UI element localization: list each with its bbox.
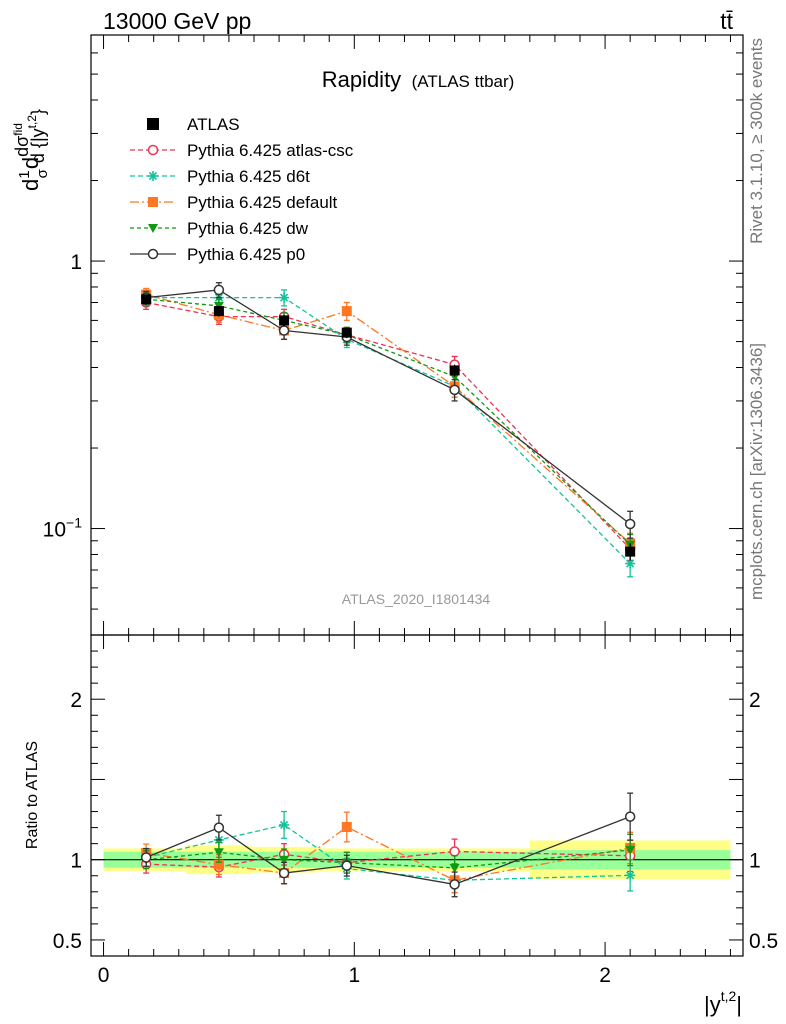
legend-item: Pythia 6.425 p0 xyxy=(130,245,305,264)
ratio-ytick-label: 2 xyxy=(70,689,82,712)
ratio-point xyxy=(449,863,460,873)
ratio-line xyxy=(146,824,631,881)
ratio-point xyxy=(213,848,224,858)
ratio-point xyxy=(213,822,225,833)
ratio-series-pythia-6-425-p0 xyxy=(140,792,636,898)
legend-label: ATLAS xyxy=(187,115,240,134)
data-point xyxy=(278,325,290,336)
mcplots-label: mcplots.cern.ch [arXiv:1306.3436] xyxy=(747,343,766,600)
ratio-point xyxy=(279,855,290,865)
main-series xyxy=(140,282,636,578)
main-panel: 1 10−1 xyxy=(43,34,744,636)
header-left: 13000 GeV pp xyxy=(103,8,251,34)
ratio-series xyxy=(140,792,636,898)
series-pythia-6-425-default xyxy=(141,287,636,556)
legend-marker xyxy=(148,197,158,207)
series-line xyxy=(146,301,631,550)
chart-title: Rapidity (ATLAS ttbar) xyxy=(322,67,515,92)
legend: ATLAS Pythia 6.425 atlas-csc Pythia 6.425 … xyxy=(130,115,354,264)
legend-label: Pythia 6.425 dw xyxy=(187,219,309,238)
ratio-ytick-label: 0.5 xyxy=(53,930,82,953)
main-ytick-label: 1 xyxy=(70,251,82,274)
data-point xyxy=(213,306,224,317)
data-point xyxy=(279,315,290,326)
x-axis-label: |yt,2| xyxy=(704,988,742,1017)
ratio-line xyxy=(146,849,631,869)
ratio-point xyxy=(213,859,224,870)
legend-item: Pythia 6.425 default xyxy=(130,193,338,212)
main-ylabel-text: d1σddσfid d {|yt,2} xyxy=(11,109,51,191)
data-point xyxy=(449,365,460,376)
rivet-label: Rivet 3.1.10, ≥ 300k events xyxy=(747,38,766,244)
data-point xyxy=(213,284,225,296)
legend-label: Pythia 6.425 default xyxy=(187,193,338,212)
ratio-ylabel: Ratio to ATLAS xyxy=(24,741,41,849)
legend-item: ATLAS xyxy=(147,115,240,134)
ratio-bands xyxy=(91,840,743,879)
data-point xyxy=(624,518,636,530)
ratio-point xyxy=(449,846,460,857)
ratio-line xyxy=(145,816,631,886)
ratio-point xyxy=(624,811,636,822)
ratio-ytick-label-right: 0.5 xyxy=(749,930,778,953)
ratio-point xyxy=(140,852,152,863)
ratio-ytick-label-right: 2 xyxy=(749,689,761,712)
legend-marker xyxy=(148,224,158,233)
ratio-point xyxy=(278,867,290,879)
main-axis-ticks: 1 10−1 xyxy=(43,34,743,636)
ratio-point xyxy=(279,819,290,830)
ratio-point xyxy=(449,879,460,890)
legend-item: Pythia 6.425 atlas-csc xyxy=(130,141,354,160)
legend-label: Pythia 6.425 atlas-csc xyxy=(187,141,354,160)
data-point xyxy=(625,558,636,569)
data-point xyxy=(279,292,290,303)
x-tick-label: 0 xyxy=(98,964,110,987)
ratio-point xyxy=(625,845,636,855)
legend-marker xyxy=(147,144,159,156)
ratio-ytick-label-right: 1 xyxy=(749,850,761,873)
series-atlas-data xyxy=(141,294,636,561)
ratio-axis-ticks: 0 1 2 0.5 0.5 1 1 2 2 xyxy=(53,634,778,987)
x-tick-label: 1 xyxy=(348,964,360,987)
series-pythia-6-425-dw xyxy=(141,292,636,557)
ratio-point xyxy=(341,822,352,833)
data-point xyxy=(341,327,352,338)
main-ytick-label: 10−1 xyxy=(43,515,83,542)
series-line xyxy=(146,296,631,564)
ratio-line xyxy=(146,826,631,881)
chart-subtitle: (ATLAS ttbar) xyxy=(412,72,515,91)
legend-item: Pythia 6.425 dw xyxy=(130,219,309,238)
header-right: tt̄ xyxy=(720,8,733,34)
ratio-panel: 0 1 2 0.5 0.5 1 1 2 2 xyxy=(53,634,778,987)
series-line xyxy=(146,289,631,525)
data-point xyxy=(449,384,460,396)
series-pythia-6-425-p0 xyxy=(140,282,636,539)
ratio-line xyxy=(146,850,631,868)
chart-title-main: Rapidity xyxy=(322,67,401,92)
legend-label: Pythia 6.425 p0 xyxy=(187,245,305,264)
ratio-frame xyxy=(90,634,744,957)
ratio-ytick-label: 1 xyxy=(70,850,82,873)
series-line xyxy=(146,298,631,546)
data-point xyxy=(341,306,352,317)
x-tick-label: 2 xyxy=(599,964,611,987)
data-point xyxy=(141,294,152,305)
data-point xyxy=(625,546,636,557)
series-pythia-6-425-atlas-csc xyxy=(140,295,636,562)
legend-label: Pythia 6.425 d6t xyxy=(187,167,310,186)
main-ylabel: d1σddσfid d {|yt,2} xyxy=(11,109,51,191)
analysis-watermark: ATLAS_2020_I1801434 xyxy=(342,591,491,607)
ratio-point xyxy=(625,870,636,881)
series-pythia-6-425-d6t xyxy=(141,289,636,578)
ratio-point xyxy=(341,860,353,871)
legend-item: Pythia 6.425 d6t xyxy=(130,167,310,186)
series-line xyxy=(145,293,631,544)
legend-marker xyxy=(148,171,158,181)
legend-marker xyxy=(147,248,159,260)
legend-marker xyxy=(147,118,159,130)
